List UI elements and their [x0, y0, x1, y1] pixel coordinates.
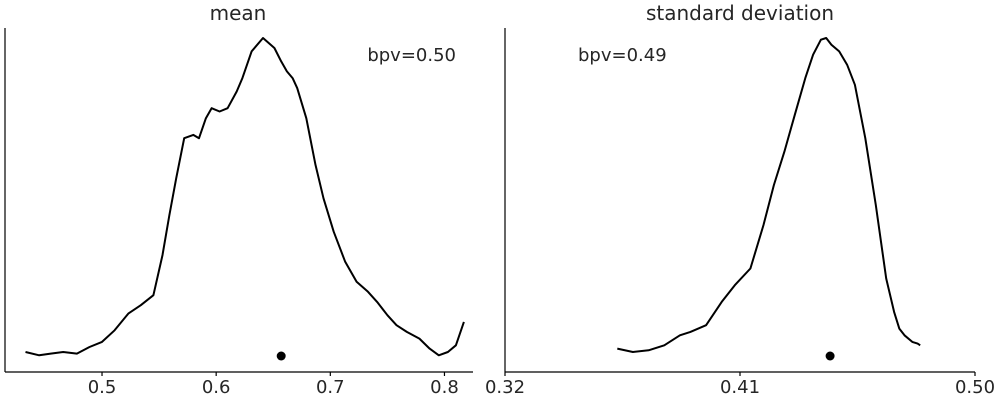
x-ticks: 0.5 0.6 0.7 0.8 [88, 372, 459, 398]
x-tick-label: 0.5 [88, 377, 117, 398]
x-ticks: 0.32 0.41 0.50 [485, 372, 995, 398]
x-tick-label: 0.8 [430, 377, 459, 398]
panel-title-mean: mean [210, 1, 267, 25]
x-tick-label: 0.6 [202, 377, 231, 398]
x-tick-label: 0.41 [720, 377, 760, 398]
panel-standard-deviation: standard deviation 0.32 0.41 0.50 bpv=0.49 [485, 1, 995, 398]
kde-curve [25, 37, 465, 357]
panel-mean: mean 0.5 0.6 0.7 0.8 bpv=0.50 [4, 1, 473, 398]
x-tick-label: 0.7 [316, 377, 345, 398]
point-estimate-marker [825, 351, 835, 361]
point-estimate-marker [276, 351, 286, 361]
kde-curve [617, 37, 921, 353]
bpv-annotation: bpv=0.50 [367, 45, 456, 66]
x-tick-label: 0.50 [955, 377, 995, 398]
panel-title-standard-deviation: standard deviation [646, 1, 834, 25]
bpv-annotation: bpv=0.49 [578, 45, 667, 66]
x-tick-label: 0.32 [485, 377, 525, 398]
